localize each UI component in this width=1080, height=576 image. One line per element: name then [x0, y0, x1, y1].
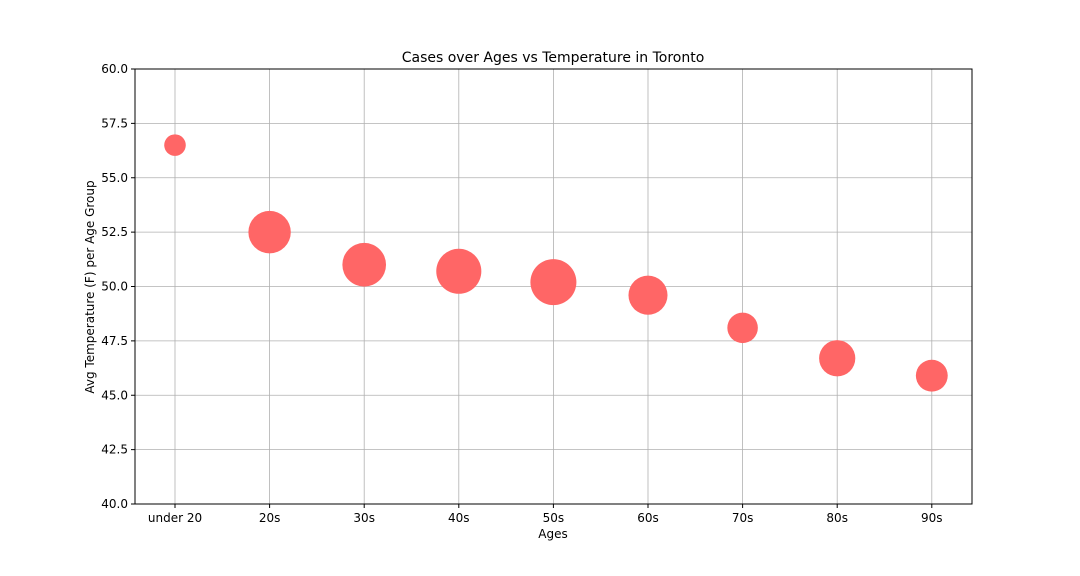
data-point	[819, 340, 856, 377]
x-tick-label: 40s	[448, 511, 470, 525]
data-point	[915, 359, 948, 392]
chart-title: Cases over Ages vs Temperature in Toront…	[402, 50, 705, 66]
y-tick-label: 47.5	[101, 334, 128, 348]
axis-ticks: 40.0 42.5 45.0 47.5 50.0 52.5 55.0 57.5 60.0 unde…	[101, 62, 942, 525]
y-axis-label: Avg Temperature (F) per Age Group	[83, 180, 97, 393]
data-point	[530, 259, 577, 306]
x-tick-label: 20s	[259, 511, 281, 525]
x-tick-label: 60s	[637, 511, 659, 525]
x-tick-label: 70s	[732, 511, 754, 525]
y-tick-label: 42.5	[101, 443, 128, 457]
x-tick-label: 30s	[353, 511, 375, 525]
data-point	[727, 312, 758, 344]
y-tick-label: 40.0	[101, 497, 128, 511]
x-tick-label: 90s	[921, 511, 943, 525]
x-tick-label: 50s	[543, 511, 565, 525]
y-tick-label: 50.0	[101, 280, 128, 294]
x-axis-label: Ages	[538, 527, 567, 541]
data-point	[436, 248, 482, 294]
data-point	[342, 242, 387, 287]
data-point	[628, 275, 668, 315]
y-tick-label: 55.0	[101, 171, 128, 185]
y-tick-label: 45.0	[101, 388, 128, 402]
y-tick-label: 57.5	[101, 116, 128, 130]
data-point	[164, 134, 186, 156]
x-tick-label: under 20	[148, 511, 202, 525]
y-tick-label: 60.0	[101, 62, 128, 76]
x-tick-label: 80s	[826, 511, 848, 525]
data-point	[248, 210, 291, 254]
data-points	[164, 134, 948, 392]
y-tick-label: 52.5	[101, 225, 128, 239]
